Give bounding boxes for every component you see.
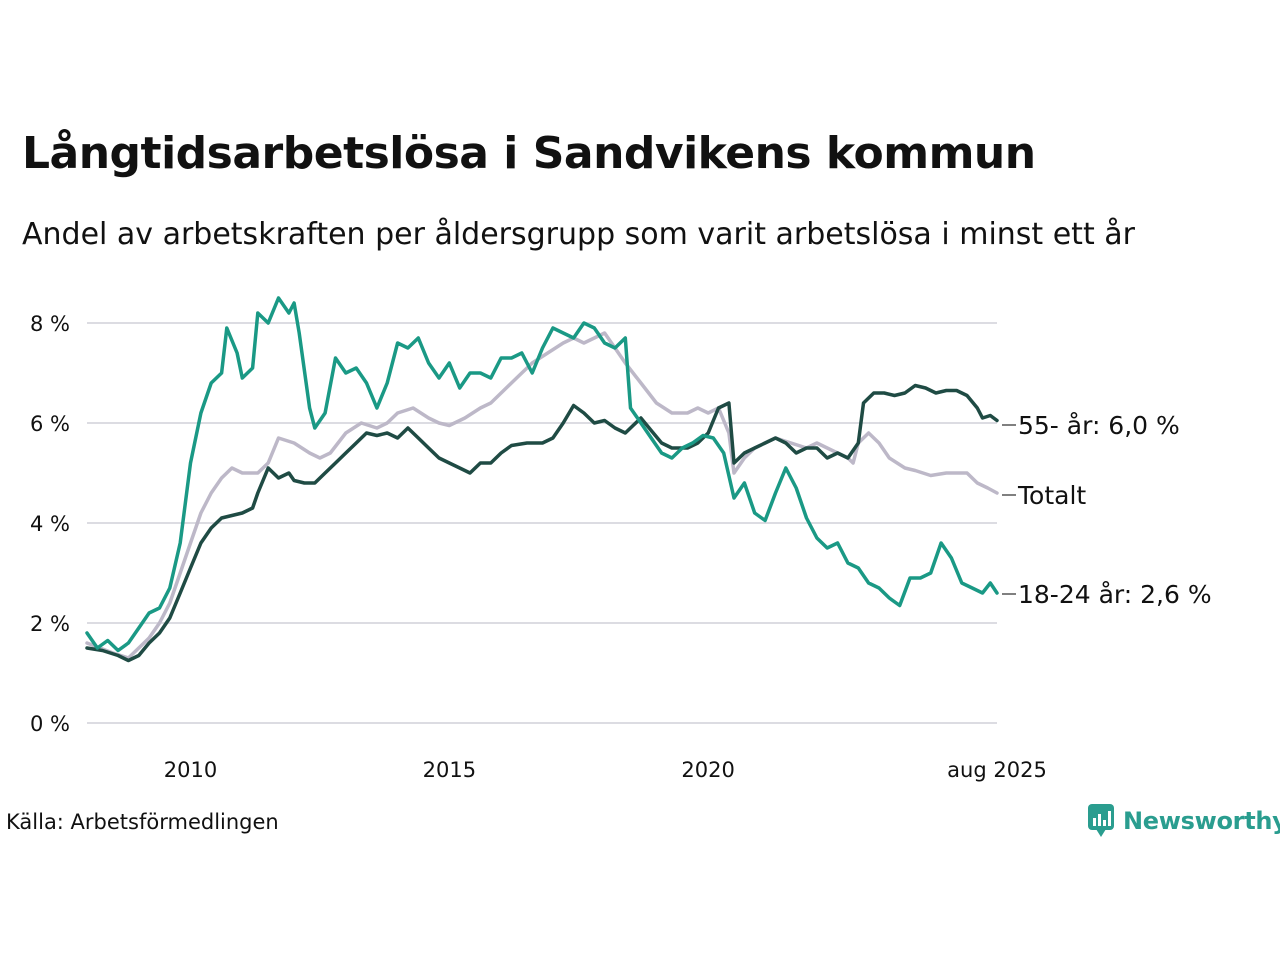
- newsworthy-logo: Newsworthy: [1087, 803, 1280, 839]
- series-line-18-24-r: [85, 296, 999, 653]
- logo-text: Newsworthy: [1123, 807, 1280, 835]
- x-tick-label: 2020: [681, 758, 734, 782]
- chart-subtitle: Andel av arbetskraften per åldersgrupp s…: [22, 217, 1135, 252]
- y-tick-label: 4 %: [30, 512, 70, 536]
- end-label: 18-24 år: 2,6 %: [1018, 580, 1212, 609]
- y-tick-label: 0 %: [30, 712, 70, 736]
- y-tick-label: 8 %: [30, 312, 70, 336]
- series-line-totalt: [85, 331, 999, 660]
- chart-title: Långtidsarbetslösa i Sandvikens kommun: [22, 128, 1036, 179]
- x-tick-label: 2010: [164, 758, 217, 782]
- newsworthy-logo-icon: [1088, 804, 1114, 837]
- end-labels: Totalt 55- år: 6,0 % 18-24 år: 2,6 %: [1002, 411, 1212, 609]
- y-axis-ticks: 0 % 2 % 4 % 6 % 8 %: [30, 312, 70, 736]
- end-label: Totalt: [1017, 481, 1086, 510]
- x-tick-label: aug 2025: [947, 758, 1047, 782]
- source-note: Källa: Arbetsförmedlingen: [6, 810, 279, 834]
- x-tick-label: 2015: [423, 758, 476, 782]
- gridlines: [87, 322, 997, 724]
- series-lines: [85, 296, 999, 663]
- y-tick-label: 2 %: [30, 612, 70, 636]
- y-tick-label: 6 %: [30, 412, 70, 436]
- x-axis-ticks: 2010 2015 2020 aug 2025: [164, 758, 1047, 782]
- end-label: 55- år: 6,0 %: [1018, 411, 1180, 440]
- series-line-55-r: [85, 383, 999, 663]
